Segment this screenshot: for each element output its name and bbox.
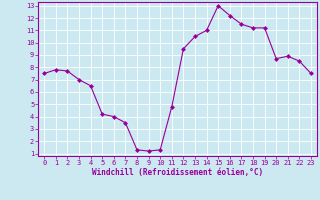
X-axis label: Windchill (Refroidissement éolien,°C): Windchill (Refroidissement éolien,°C) [92,168,263,177]
